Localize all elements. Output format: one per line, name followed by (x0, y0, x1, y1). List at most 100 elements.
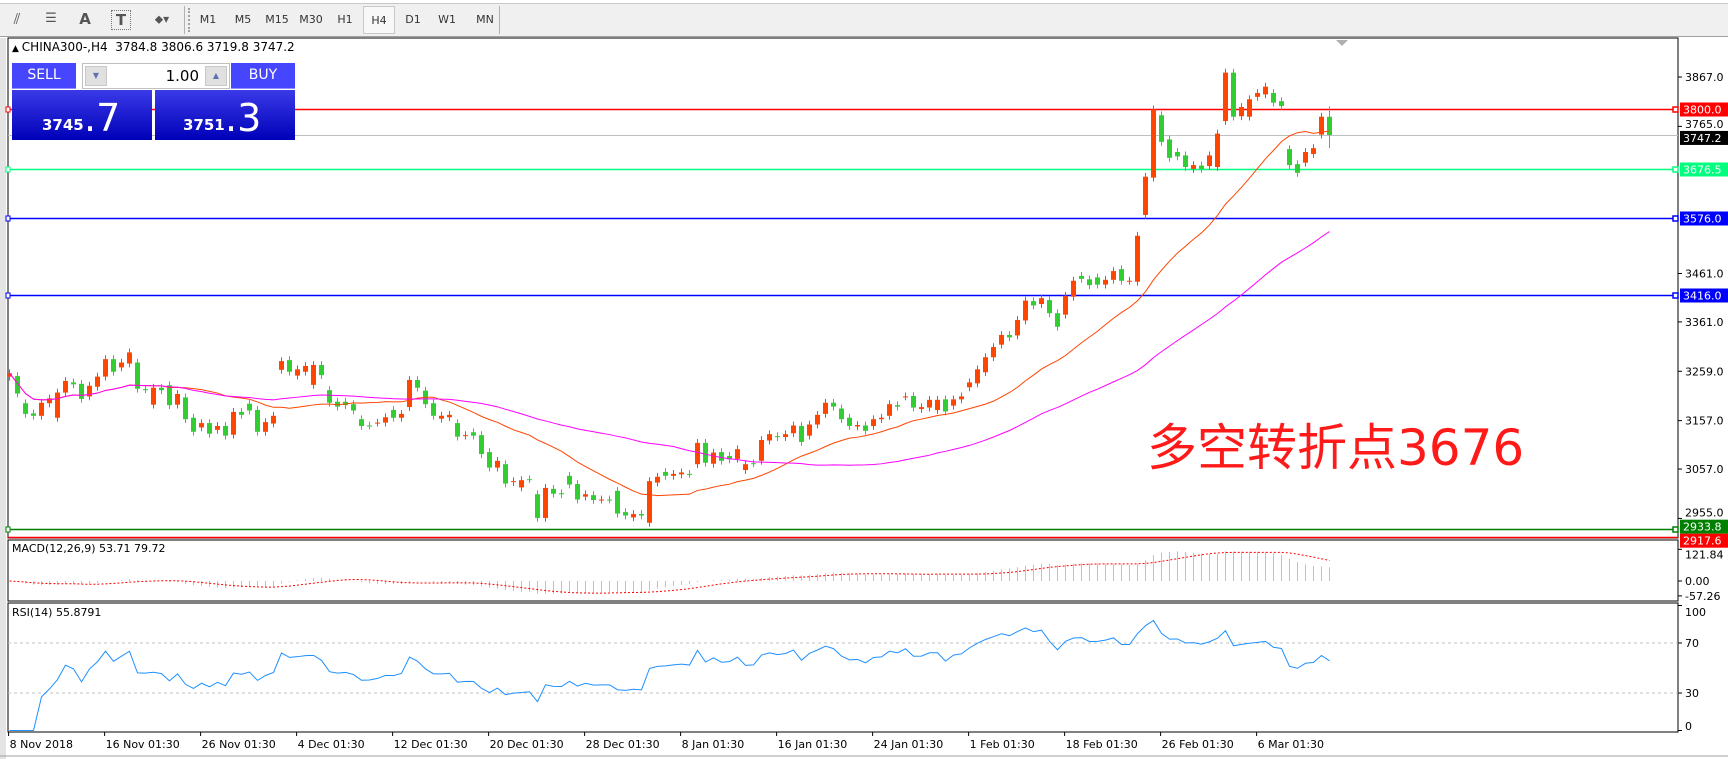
candle-body (687, 473, 692, 475)
candle-body (919, 407, 924, 410)
price-tick-label: 3867.0 (1685, 71, 1724, 84)
candle-body (895, 405, 900, 407)
candle-body (1183, 155, 1188, 168)
time-tick-label: 16 Jan 01:30 (778, 738, 848, 751)
macd-label: MACD(12,26,9) 53.71 79.72 (12, 542, 166, 555)
candle-body (143, 389, 148, 391)
candle-body (1119, 269, 1124, 281)
candle-body (1143, 176, 1148, 215)
time-tick-label: 12 Dec 01:30 (394, 738, 468, 751)
timeframe-m15[interactable]: M15 (265, 13, 289, 26)
arrows-dropdown-icon[interactable]: ⬥▾ (154, 12, 170, 26)
candle-body (751, 463, 756, 465)
candle-body (511, 481, 516, 483)
lot-size-field[interactable]: ▼ 1.00 ▲ (82, 63, 230, 89)
candle-body (495, 460, 500, 468)
candle-body (463, 435, 468, 437)
candle-body (1255, 92, 1260, 97)
candle-body (607, 499, 612, 501)
timeframe-w1[interactable]: W1 (438, 13, 456, 26)
level-handle (5, 526, 11, 533)
timeframe-d1[interactable]: D1 (405, 13, 421, 26)
buy-price-button[interactable]: 3751 .3 (155, 90, 295, 140)
candle-body (823, 402, 828, 414)
price-level-label-bg (1680, 519, 1728, 534)
candle-body (343, 401, 348, 406)
candle-body (1199, 165, 1204, 169)
candle-body (775, 436, 780, 438)
candle-body (1023, 300, 1028, 321)
candle-body (679, 472, 684, 475)
timeframe-mn[interactable]: MN (476, 13, 494, 26)
candle-body (1191, 165, 1196, 169)
candle-body (391, 409, 396, 418)
candle-body (455, 423, 460, 437)
candle-body (887, 404, 892, 416)
candle-body (863, 425, 868, 431)
lot-increase-button[interactable]: ▲ (205, 66, 227, 86)
candle-body (407, 379, 412, 408)
candle-body (63, 380, 68, 393)
candle-body (287, 360, 292, 372)
candle-body (247, 403, 252, 411)
candle-body (399, 413, 404, 418)
candle-body (599, 499, 604, 501)
price-level-label-bg (1680, 162, 1728, 177)
sell-button[interactable]: SELL (12, 63, 76, 89)
timeframe-h1[interactable]: H1 (337, 13, 353, 26)
timeframe-m1[interactable]: M1 (199, 13, 217, 26)
timeframe-m30[interactable]: M30 (299, 13, 323, 26)
toolbar-grip[interactable] (188, 8, 192, 32)
candle-body (1071, 280, 1076, 297)
toolbar-separator (499, 6, 500, 34)
buy-price-fraction: .3 (225, 96, 262, 140)
candle-body (7, 373, 12, 377)
chart-annotation-text[interactable]: 多空转折点3676 (1147, 419, 1525, 477)
collapse-triangle-icon[interactable]: ▲ (12, 44, 22, 54)
candle-body (279, 361, 284, 370)
candle-body (1151, 109, 1156, 178)
candle-body (927, 399, 932, 408)
candle-body (479, 435, 484, 455)
ma-slow-line (9, 231, 1330, 466)
candle-body (799, 425, 804, 442)
rsi-tick-label: 0 (1685, 720, 1692, 733)
candle-body (879, 417, 884, 420)
candle-body (215, 425, 220, 430)
lot-size-value[interactable]: 1.00 (165, 67, 199, 85)
chart-shift-marker-icon (1336, 40, 1348, 46)
time-tick-label: 4 Dec 01:30 (298, 738, 365, 751)
candle-body (695, 442, 700, 465)
candle-body (647, 481, 652, 523)
text-icon[interactable]: A (79, 10, 91, 28)
text-label-icon[interactable]: T (111, 10, 131, 30)
candle-body (303, 365, 308, 372)
candle-body (1295, 164, 1300, 173)
candle-body (831, 402, 836, 407)
sell-price-button[interactable]: 3745 .7 (12, 90, 152, 140)
rsi-label: RSI(14) 55.8791 (12, 606, 102, 619)
fibonacci-retracement-icon[interactable]: ☰ (45, 11, 57, 26)
timeframe-m5[interactable]: M5 (234, 13, 252, 26)
buy-price-main: 3751 (183, 116, 225, 134)
buy-button[interactable]: BUY (231, 63, 295, 89)
candle-body (943, 399, 948, 412)
sell-price-main: 3745 (42, 116, 84, 134)
timeframe-h4[interactable]: H4 (363, 6, 395, 34)
candle-body (791, 425, 796, 434)
candle-body (575, 484, 580, 500)
candle-body (1039, 298, 1044, 304)
level-handle (5, 215, 11, 222)
level-handle (5, 106, 11, 113)
candle-body (1239, 107, 1244, 117)
candle-body (135, 362, 140, 389)
fibonacci-fan-icon[interactable]: ⫽ (13, 10, 21, 28)
candle-body (223, 425, 228, 436)
candle-body (591, 495, 596, 501)
candle-body (415, 379, 420, 388)
candle-body (231, 411, 236, 435)
level-handle (5, 292, 11, 299)
lot-decrease-button[interactable]: ▼ (85, 66, 107, 86)
price-tick-label: 3361.0 (1685, 316, 1724, 329)
